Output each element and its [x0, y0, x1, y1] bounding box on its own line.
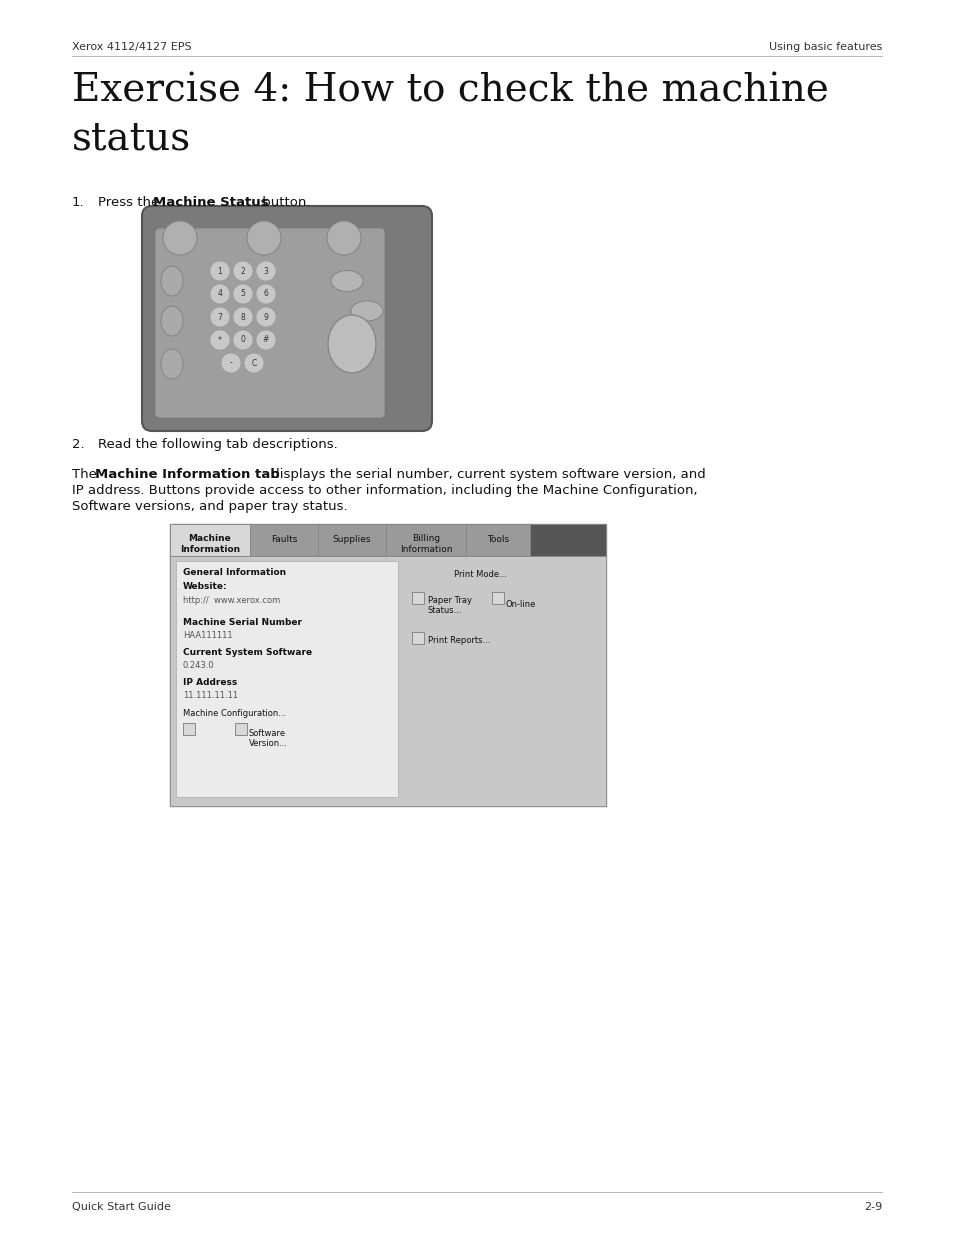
Circle shape [327, 221, 360, 254]
Text: http://  www.xerox.com: http:// www.xerox.com [183, 597, 280, 605]
Circle shape [210, 261, 230, 282]
Ellipse shape [331, 270, 363, 291]
Circle shape [233, 261, 253, 282]
Text: Machine Status: Machine Status [152, 196, 269, 209]
Text: IP Address: IP Address [183, 678, 237, 687]
Text: Exercise 4: How to check the machine: Exercise 4: How to check the machine [71, 72, 828, 109]
Text: The: The [71, 468, 101, 480]
Text: Billing: Billing [412, 534, 439, 543]
Text: Faults: Faults [271, 536, 297, 545]
Text: Using basic features: Using basic features [768, 42, 882, 52]
Circle shape [233, 308, 253, 327]
Circle shape [255, 308, 275, 327]
Circle shape [163, 221, 196, 254]
Text: Information: Information [399, 545, 452, 555]
Text: Tools: Tools [486, 536, 509, 545]
Text: status: status [71, 120, 191, 157]
Bar [412, 632, 423, 643]
Text: 2: 2 [240, 267, 245, 275]
Text: 9: 9 [263, 312, 268, 321]
Ellipse shape [161, 266, 183, 296]
Text: Paper Tray: Paper Tray [428, 597, 472, 605]
Text: 8: 8 [240, 312, 245, 321]
Bar [465, 524, 530, 556]
Text: Machine Information tab: Machine Information tab [95, 468, 279, 480]
Circle shape [255, 284, 275, 304]
Bar [317, 524, 386, 556]
Circle shape [210, 284, 230, 304]
Ellipse shape [161, 306, 183, 336]
Text: #: # [262, 336, 269, 345]
Text: 0: 0 [240, 336, 245, 345]
Text: On-line: On-line [505, 600, 536, 609]
Text: displays the serial number, current system software version, and: displays the serial number, current syst… [267, 468, 705, 480]
Text: 4: 4 [217, 289, 222, 299]
Text: Quick Start Guide: Quick Start Guide [71, 1202, 171, 1212]
Circle shape [247, 221, 281, 254]
Circle shape [233, 284, 253, 304]
Text: Information: Information [180, 545, 240, 555]
Ellipse shape [351, 301, 382, 321]
Text: 6: 6 [263, 289, 268, 299]
Text: -: - [230, 358, 233, 368]
Circle shape [210, 330, 230, 350]
Text: Software versions, and paper tray status.: Software versions, and paper tray status… [71, 500, 347, 513]
Text: Machine: Machine [189, 534, 232, 543]
Text: Website:: Website: [183, 582, 228, 592]
Text: 7: 7 [217, 312, 222, 321]
Text: HAA111111: HAA111111 [183, 631, 233, 640]
Text: Software: Software [249, 729, 286, 739]
Text: *: * [218, 336, 222, 345]
Bar [175, 561, 397, 797]
Ellipse shape [161, 350, 183, 379]
Text: 2-9: 2-9 [862, 1202, 882, 1212]
Bar [412, 592, 423, 604]
Circle shape [233, 330, 253, 350]
Text: Read the following tab descriptions.: Read the following tab descriptions. [98, 438, 337, 451]
Text: 1: 1 [217, 267, 222, 275]
Bar [183, 722, 194, 735]
Text: button.: button. [257, 196, 310, 209]
Text: 3: 3 [263, 267, 268, 275]
Bar [170, 524, 250, 556]
Text: Version...: Version... [249, 739, 288, 748]
Circle shape [221, 353, 241, 373]
Text: C: C [251, 358, 256, 368]
Text: Supplies: Supplies [333, 536, 371, 545]
Text: 0.243.0: 0.243.0 [183, 661, 214, 671]
Circle shape [255, 261, 275, 282]
Text: IP address. Buttons provide access to other information, including the Machine C: IP address. Buttons provide access to ot… [71, 484, 697, 496]
Circle shape [255, 330, 275, 350]
Text: General Information: General Information [183, 568, 286, 577]
Circle shape [210, 308, 230, 327]
Bar [234, 722, 247, 735]
Text: Status...: Status... [428, 606, 462, 615]
Text: Print Mode...: Print Mode... [454, 571, 506, 579]
Bar [386, 524, 465, 556]
FancyBboxPatch shape [154, 228, 385, 417]
Ellipse shape [328, 315, 375, 373]
Bar [250, 524, 317, 556]
Text: Machine Configuration...: Machine Configuration... [183, 709, 286, 718]
Text: 11.111.11.11: 11.111.11.11 [183, 692, 238, 700]
Text: 1.: 1. [71, 196, 85, 209]
Text: 5: 5 [240, 289, 245, 299]
Bar [170, 524, 605, 806]
Bar [492, 592, 503, 604]
Circle shape [244, 353, 264, 373]
Text: Machine Serial Number: Machine Serial Number [183, 618, 302, 627]
Text: Print Reports...: Print Reports... [428, 636, 490, 645]
Text: Current System Software: Current System Software [183, 648, 312, 657]
Bar [530, 524, 605, 556]
Bar [170, 556, 605, 806]
Text: Press the: Press the [98, 196, 163, 209]
FancyBboxPatch shape [142, 206, 432, 431]
Text: 2.: 2. [71, 438, 85, 451]
Text: Xerox 4112/4127 EPS: Xerox 4112/4127 EPS [71, 42, 192, 52]
